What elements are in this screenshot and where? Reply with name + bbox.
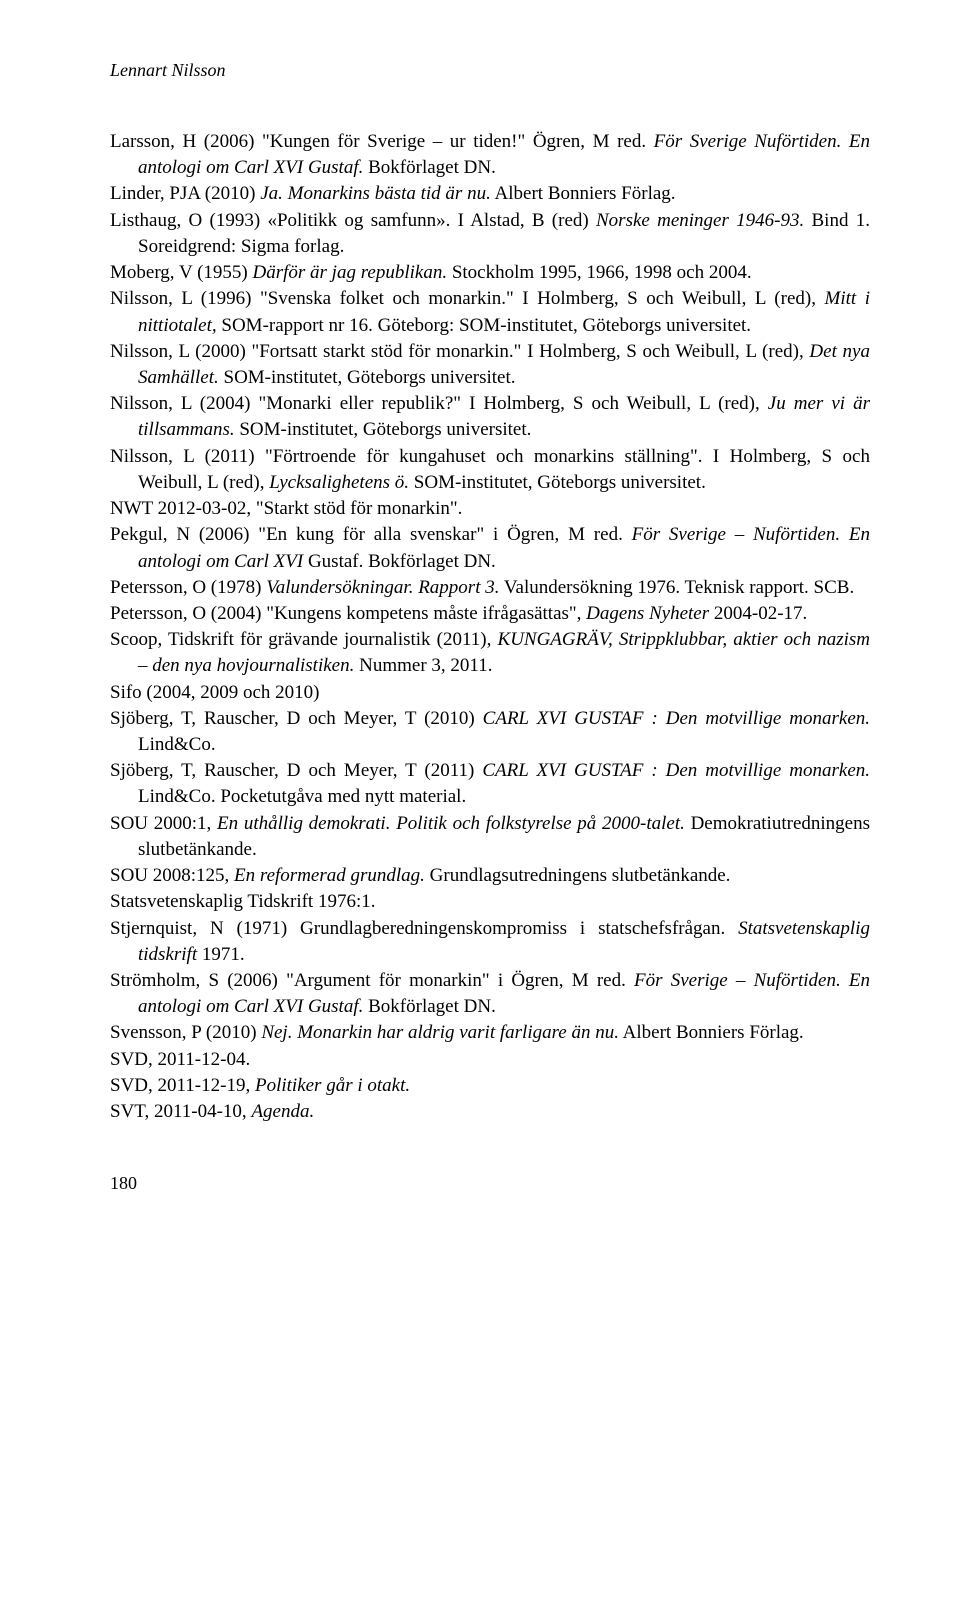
reference-item: Petersson, O (2004) "Kungens kompetens m… (110, 601, 870, 627)
reference-item: Scoop, Tidskrift för grävande journalist… (110, 627, 870, 679)
reference-item: Svensson, P (2010) Nej. Monarkin har ald… (110, 1020, 870, 1046)
reference-item: Nilsson, L (2011) "Förtroende för kungah… (110, 444, 870, 496)
reference-item: SVT, 2011-04-10, Agenda. (110, 1099, 870, 1125)
reference-item: Sjöberg, T, Rauscher, D och Meyer, T (20… (110, 758, 870, 810)
running-head: Lennart Nilsson (110, 60, 870, 81)
references-block: Larsson, H (2006) "Kungen för Sverige – … (110, 129, 870, 1125)
reference-item: Moberg, V (1955) Därför är jag republika… (110, 260, 870, 286)
reference-item: Larsson, H (2006) "Kungen för Sverige – … (110, 129, 870, 181)
reference-item: NWT 2012-03-02, "Starkt stöd för monarki… (110, 496, 870, 522)
reference-item: Sifo (2004, 2009 och 2010) (110, 680, 870, 706)
reference-item: Nilsson, L (2004) "Monarki eller republi… (110, 391, 870, 443)
reference-item: Stjernquist, N (1971) Grundlagberedninge… (110, 916, 870, 968)
page-container: Lennart Nilsson Larsson, H (2006) "Kunge… (0, 0, 960, 1254)
reference-item: SOU 2000:1, En uthållig demokrati. Polit… (110, 811, 870, 863)
reference-item: SVD, 2011-12-04. (110, 1047, 870, 1073)
reference-item: Nilsson, L (2000) "Fortsatt starkt stöd … (110, 339, 870, 391)
reference-item: Nilsson, L (1996) "Svenska folket och mo… (110, 286, 870, 338)
reference-item: Petersson, O (1978) Valundersökningar. R… (110, 575, 870, 601)
reference-item: SVD, 2011-12-19, Politiker går i otakt. (110, 1073, 870, 1099)
reference-item: Pekgul, N (2006) "En kung för alla svens… (110, 522, 870, 574)
reference-item: SOU 2008:125, En reformerad grundlag. Gr… (110, 863, 870, 889)
reference-item: Linder, PJA (2010) Ja. Monarkins bästa t… (110, 181, 870, 207)
reference-item: Listhaug, O (1993) «Politikk og samfunn»… (110, 208, 870, 260)
reference-item: Sjöberg, T, Rauscher, D och Meyer, T (20… (110, 706, 870, 758)
reference-item: Statsvetenskaplig Tidskrift 1976:1. (110, 889, 870, 915)
reference-item: Strömholm, S (2006) "Argument för monark… (110, 968, 870, 1020)
page-number: 180 (110, 1173, 870, 1194)
